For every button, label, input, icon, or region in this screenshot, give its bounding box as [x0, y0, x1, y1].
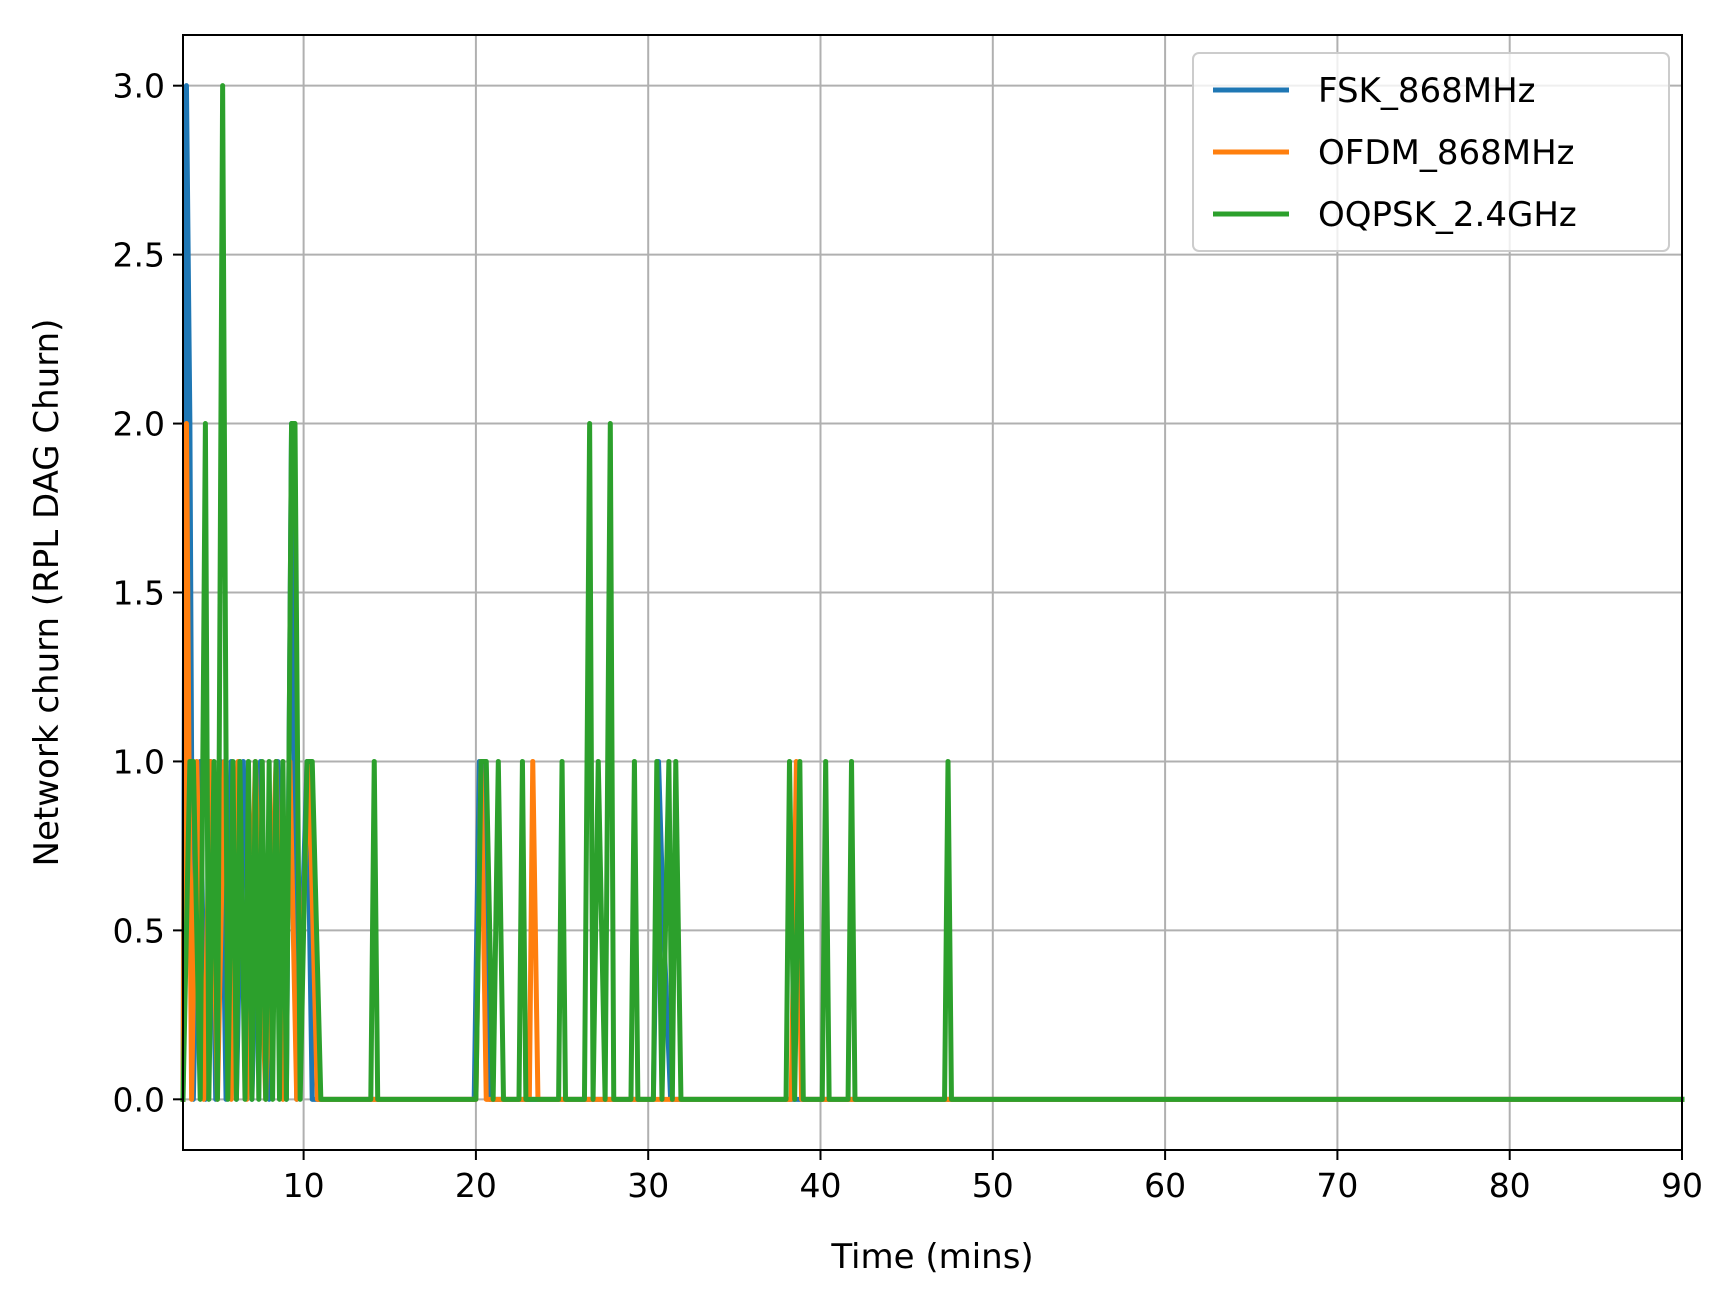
y-tick-labels: 0.0 0.5 1.0 1.5 2.0 2.5 3.0 [113, 67, 165, 1120]
y-tick-label: 0.0 [113, 1080, 165, 1119]
y-tick-label: 1.5 [113, 574, 165, 613]
x-tick-label: 20 [455, 1166, 497, 1205]
y-tick-label: 2.0 [113, 405, 165, 444]
x-tick-label: 80 [1489, 1166, 1531, 1205]
x-tick-label: 10 [283, 1166, 325, 1205]
legend: FSK_868MHz OFDM_868MHz OQPSK_2.4GHz [1192, 52, 1670, 252]
x-tick-labels: 10 20 30 40 50 60 70 80 90 [283, 1166, 1703, 1205]
y-tick-label: 2.5 [113, 236, 165, 275]
legend-label: OQPSK_2.4GHz [1318, 195, 1577, 235]
y-axis-label: Network churn (RPL DAG Churn) [27, 319, 67, 867]
legend-label: OFDM_868MHz [1318, 133, 1574, 173]
legend-box [1192, 52, 1670, 252]
x-axis-label: Time (mins) [830, 1237, 1033, 1277]
x-tick-label: 60 [1144, 1166, 1186, 1205]
x-tick-label: 90 [1661, 1166, 1703, 1205]
x-tick-label: 50 [972, 1166, 1014, 1205]
plot-series [180, 83, 1685, 1102]
y-tick-label: 1.0 [113, 742, 165, 781]
x-tick-label: 70 [1316, 1166, 1358, 1205]
legend-label: FSK_868MHz [1318, 71, 1535, 111]
axis-ticks [173, 84, 1683, 1160]
x-tick-label: 40 [800, 1166, 842, 1205]
series-line-2 [180, 83, 1685, 1102]
x-tick-label: 30 [627, 1166, 669, 1205]
y-tick-label: 3.0 [113, 67, 165, 106]
y-tick-label: 0.5 [113, 911, 165, 950]
